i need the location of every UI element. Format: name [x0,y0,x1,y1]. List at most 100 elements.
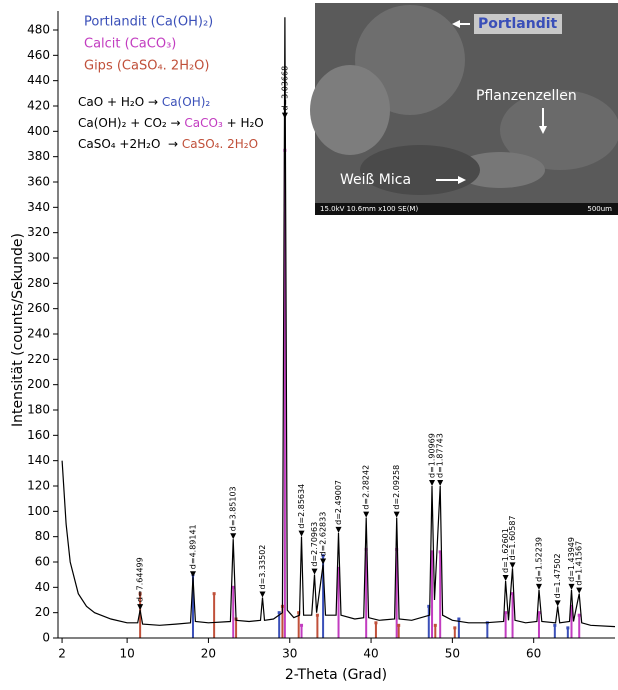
reference-dot [457,617,461,621]
reaction-part: CaO + H₂O → [78,95,162,109]
x-tick-label: 60 [526,647,541,661]
y-tick-label: 160 [27,428,50,442]
y-tick-label: 40 [35,580,50,594]
legend-entry: Calcit (CaCO₃) [84,37,176,52]
reference-dot [577,613,581,617]
y-tick-label: 420 [27,99,50,113]
diffractogram [61,17,616,628]
peak-label: d=1.47502 [553,553,562,598]
y-tick-label: 400 [27,124,50,138]
peak-marker [393,511,400,518]
y-tick-label: 380 [27,149,50,163]
reference-dot [374,621,378,625]
x-tick-label: 10 [119,647,134,661]
peak-marker [137,604,144,611]
peak-marker [189,571,196,578]
reference-dot [427,604,431,608]
x-tick-label: 2 [58,647,66,661]
y-tick-label: 0 [42,631,50,645]
y-tick-label: 320 [27,225,50,239]
y-tick-label: 300 [27,251,50,265]
y-tick-label: 440 [27,73,50,87]
y-tick-label: 200 [27,377,50,391]
peak-label: d=1.90969 [428,433,437,478]
reference-dot [504,611,508,615]
peak-label: d=2.62833 [319,512,328,557]
y-tick-label: 260 [27,301,50,315]
peak-marker [230,533,237,540]
reference-dot [337,566,341,570]
y-tick-label: 80 [35,529,50,543]
reference-dot [553,623,557,627]
y-tick-label: 460 [27,48,50,62]
reference-dot [364,547,368,551]
y-axis-title: Intensität (counts/Sekunde) [10,233,26,427]
reference-dot [300,623,304,627]
peak-label: d=1.52239 [534,537,543,582]
reaction-part: CaCO₃ [184,116,223,130]
x-tick-label: 30 [282,647,297,661]
reaction: Ca(OH)₂ + CO₂ → CaCO₃ + H₂O [78,116,264,130]
reaction-part: + H₂O [223,116,264,130]
inset-photo: Portlandit Pflanzenzellen Weiß Mica 15.0… [310,3,618,215]
y-tick-label: 280 [27,276,50,290]
inset-info: 15.0kV 10.6mm x100 SE(M) [320,205,418,213]
reference-dot [315,613,319,617]
peak-label: d=2.70963 [310,522,319,567]
peak-marker [259,591,266,598]
y-tick-label: 180 [27,403,50,417]
reference-dot [453,626,457,630]
inset-label: Pflanzenzellen [476,88,577,104]
peak-label: d=1.41567 [575,541,584,586]
peak-marker [298,530,305,537]
reference-dot [297,611,301,615]
reference-dot [277,611,281,615]
y-tick-label: 20 [35,605,50,619]
reference-dot [138,592,142,596]
reference-dot [321,554,325,558]
x-tick-label: 20 [201,647,216,661]
y-tick-label: 120 [27,479,50,493]
peak-label: d=2.85634 [297,484,306,529]
peak-label: d=2.28242 [362,465,371,510]
y-tick-label: 480 [27,23,50,37]
reference-dot [537,611,541,615]
reference-dot [395,547,399,551]
reference-dot [569,604,573,608]
peak-label: d=1.60587 [508,515,517,560]
peak-label: d=7.64499 [136,557,145,602]
peak-label: d=3.03668 [280,66,289,111]
peak-label: d=3.33502 [258,545,267,590]
x-axis-title: 2-Theta (Grad) [285,667,387,683]
y-tick-label: 240 [27,327,50,341]
peak-label: d=1.87743 [436,433,445,478]
reference-dot [430,550,434,554]
reference-dot [231,585,235,589]
inset-label: Weiß Mica [340,172,411,188]
peak-marker [576,587,583,594]
peak-marker [429,480,436,486]
peak-label: d=2.09258 [392,465,401,510]
peak-marker [509,562,516,569]
peak-marker [311,568,318,575]
y-tick-label: 340 [27,200,50,214]
peak-marker [554,600,561,607]
peak-label: d=1.43949 [567,537,576,582]
peak-marker [363,511,370,518]
peak-marker [335,526,342,533]
reference-dot [212,592,216,596]
peak-marker [535,583,542,590]
reaction-part: Ca(OH)₂ + CO₂ → [78,116,184,130]
peak-marker [437,480,444,486]
reference-dot [511,592,515,596]
peak-label: d=3.85103 [229,486,238,531]
inset-label: Portlandit [478,16,558,32]
x-tick-label: 40 [363,647,378,661]
peak-marker [281,112,288,119]
x-tick-label: 50 [445,647,460,661]
y-tick-label: 220 [27,352,50,366]
y-tick-label: 100 [27,504,50,518]
y-tick-label: 360 [27,175,50,189]
reaction-part: CaSO₄ +2H₂O → [78,137,182,151]
